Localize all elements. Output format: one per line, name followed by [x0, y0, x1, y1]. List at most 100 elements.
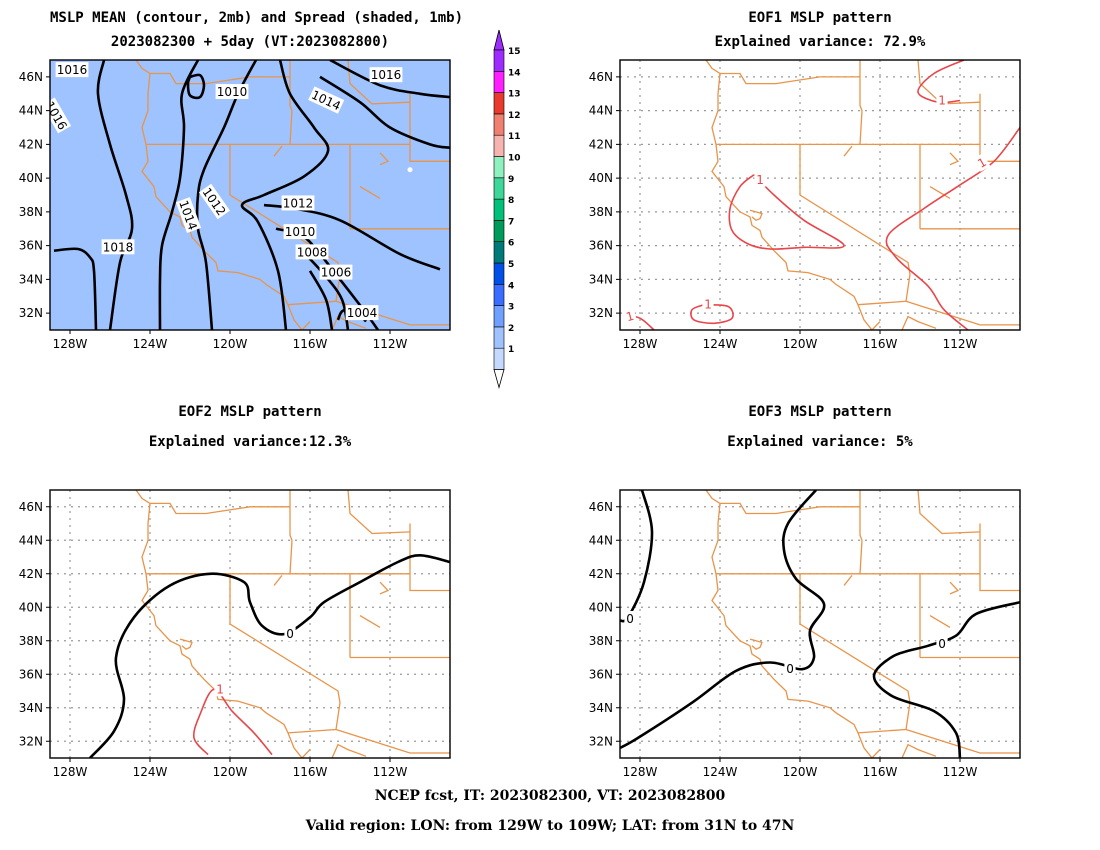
contour-line [192, 688, 273, 756]
footer-line-2: Valid region: LON: from 129W to 109W; LA… [305, 818, 795, 834]
contour-line [89, 553, 450, 758]
map-panel-4: 0 0 0 128W 124W 120W 116W 112W 32N 34N 36N 38N 40N 42… [589, 489, 1021, 779]
contour-label-text: 1018 [103, 240, 134, 254]
colorbar-label: 9 [508, 175, 514, 185]
y-tick-label: 46N [19, 500, 43, 514]
colorbar-label: 14 [508, 68, 521, 78]
contour-label-text: 1016 [371, 68, 402, 82]
state-border [949, 152, 960, 166]
panel2-title: EOF1 MSLP pattern [748, 10, 892, 26]
colorbar-bottom-arrow [493, 369, 505, 389]
contour-label-text: 0 [286, 627, 294, 641]
contour-line [728, 174, 845, 250]
colorbar-label: 13 [508, 90, 521, 100]
y-tick-label: 38N [19, 205, 43, 219]
colorbar-segment [493, 347, 505, 370]
contour-label: 1016 [55, 62, 89, 78]
y-tick-label: 38N [589, 634, 613, 648]
y-tick-label: 34N [589, 272, 613, 286]
x-tick-label: 112W [943, 337, 978, 351]
contour-label-bg [50, 97, 72, 134]
contour-label-text: 1 [756, 173, 764, 187]
x-tick-label: 124W [703, 765, 738, 779]
contour-label: 1012 [281, 195, 315, 211]
gulf-coast [901, 315, 937, 330]
spread-blob [407, 167, 413, 173]
x-tick-label: 116W [863, 337, 898, 351]
x-tick-label: 120W [783, 337, 818, 351]
y-tick-label: 42N [589, 567, 613, 581]
contour-label: 0 [284, 626, 296, 642]
panel3-title: EOF2 MSLP pattern [178, 404, 322, 420]
contour-label: 1 [754, 171, 766, 187]
state-border [347, 60, 411, 105]
contour-label-text: 0 [786, 662, 794, 676]
x-tick-label: 116W [293, 337, 328, 351]
x-tick-label: 112W [373, 765, 408, 779]
y-tick-label: 38N [589, 205, 613, 219]
contour-label-bg [101, 239, 135, 255]
geography: 1 1 1 1 1 [622, 60, 1020, 330]
contour-label-text: 1016 [57, 63, 88, 77]
contour-label-bg [754, 171, 766, 187]
contour-label-text: 1 [704, 298, 712, 312]
coastline [705, 490, 873, 758]
contour-line [186, 73, 206, 100]
contour-label: 0 [936, 636, 948, 652]
y-tick-label: 32N [19, 306, 43, 320]
panel4-title: EOF3 MSLP pattern [748, 404, 892, 420]
y-tick-label: 32N [19, 734, 43, 748]
y-tick-label: 32N [589, 734, 613, 748]
contour-label: 1004 [345, 305, 379, 321]
x-tick-label: 128W [53, 337, 88, 351]
x-tick-label: 120W [213, 337, 248, 351]
colorbar-label: 11 [508, 132, 521, 142]
colorbar-label: 4 [508, 281, 514, 291]
colorbar-label: 1 [508, 345, 514, 355]
contour-label-text: 1012 [283, 196, 314, 210]
contour-label-bg [55, 62, 89, 78]
state-border [843, 574, 853, 586]
contour-label-bg [784, 661, 796, 677]
state-border [917, 60, 981, 105]
y-tick-label: 46N [589, 70, 613, 84]
panel2-subtitle: Explained variance: 72.9% [714, 34, 926, 50]
contour-label: 1008 [295, 244, 329, 260]
colorbar-segment [493, 305, 505, 328]
state-border [273, 145, 283, 157]
y-tick-label: 46N [589, 500, 613, 514]
y-tick-label: 44N [589, 533, 613, 547]
gulf-coast [331, 743, 367, 758]
contour-label: 1006 [319, 264, 353, 280]
contour-label-bg [215, 84, 249, 100]
state-border [335, 728, 450, 754]
map-frame [49, 489, 451, 759]
map-frame [49, 59, 451, 331]
contour-line [158, 60, 200, 330]
contour-line [240, 60, 330, 330]
contour-line [308, 270, 334, 330]
contour-label-bg [281, 195, 315, 211]
y-tick-label: 38N [19, 634, 43, 648]
contour-label-text: 1010 [217, 85, 248, 99]
state-border [979, 93, 1020, 162]
state-border [859, 506, 863, 541]
contour-label: 1 [214, 681, 226, 697]
panel1-title: MSLP MEAN (contour, 2mb) and Spread (sha… [50, 10, 464, 26]
y-tick-label: 36N [589, 667, 613, 681]
x-tick-label: 128W [623, 765, 658, 779]
contour-label-text: 1 [938, 94, 946, 108]
x-tick-label: 124W [133, 765, 168, 779]
contour-label-bg [369, 67, 403, 83]
x-tick-label: 128W [53, 765, 88, 779]
y-tick-label: 42N [19, 137, 43, 151]
spread-fill-area [50, 60, 450, 330]
y-tick-label: 34N [589, 701, 613, 715]
state-border [720, 72, 860, 85]
contour-label: 1 [973, 153, 991, 172]
contour-label-bg [284, 626, 296, 642]
x-tick-label: 116W [863, 765, 898, 779]
bay-outline [749, 209, 763, 222]
